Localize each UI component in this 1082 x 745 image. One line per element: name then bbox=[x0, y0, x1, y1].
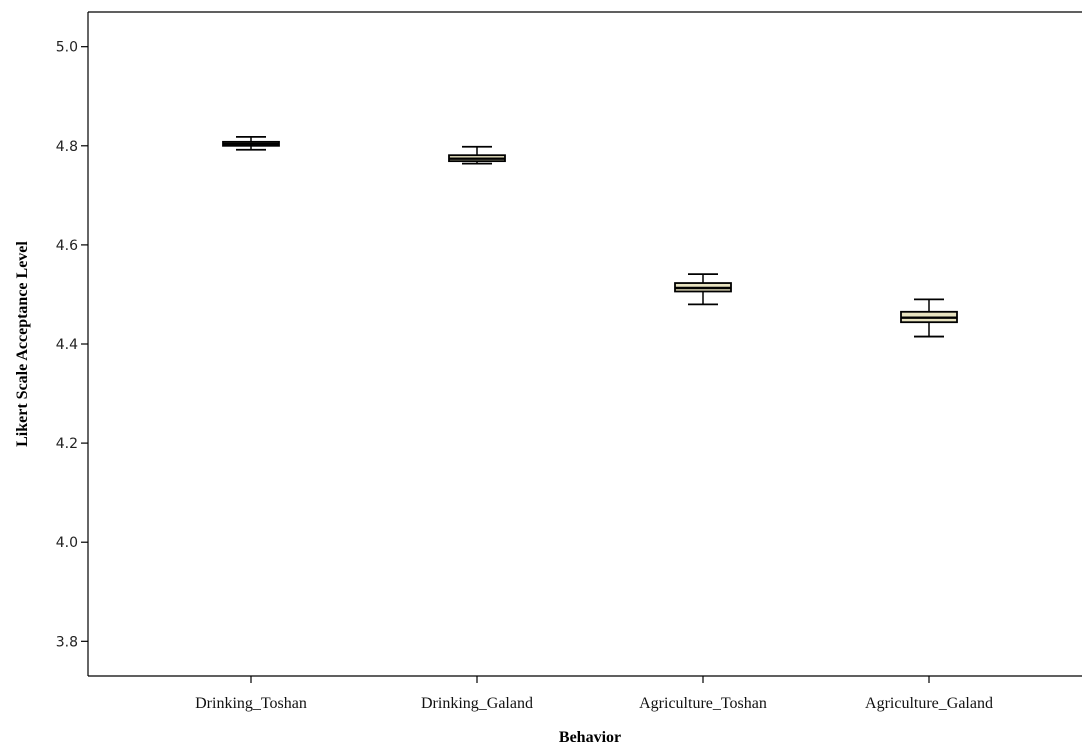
y-tick-label: 4.0 bbox=[56, 535, 78, 551]
box-series bbox=[222, 135, 958, 338]
y-tick-label: 5.0 bbox=[56, 40, 78, 56]
x-tick-label: Drinking_Galand bbox=[421, 695, 533, 712]
y-tick-label: 4.8 bbox=[56, 139, 78, 155]
x-tick-label: Agriculture_Toshan bbox=[639, 695, 767, 712]
y-axis-title: Likert Scale Acceptance Level bbox=[14, 241, 31, 447]
x-tick-label: Drinking_Toshan bbox=[195, 695, 307, 712]
plot-frame bbox=[87, 11, 1082, 677]
y-tick-label: 4.4 bbox=[56, 337, 78, 353]
x-axis: Drinking_Toshan Drinking_Galand Agricultur… bbox=[195, 676, 993, 712]
box-Drinking_Toshan bbox=[222, 135, 280, 151]
x-tick-label: Agriculture_Galand bbox=[865, 695, 993, 712]
y-tick-label: 3.8 bbox=[56, 634, 78, 650]
box-Agriculture_Galand bbox=[900, 298, 958, 338]
y-axis: 3.8 4.0 4.2 4.4 4.6 4.8 5.0 bbox=[56, 40, 88, 650]
box-Drinking_Galand bbox=[448, 145, 506, 165]
box-Agriculture_Toshan bbox=[674, 273, 732, 306]
x-axis-title: Behavior bbox=[559, 729, 621, 745]
y-tick-label: 4.6 bbox=[56, 238, 78, 254]
y-tick-label: 4.2 bbox=[56, 436, 78, 452]
